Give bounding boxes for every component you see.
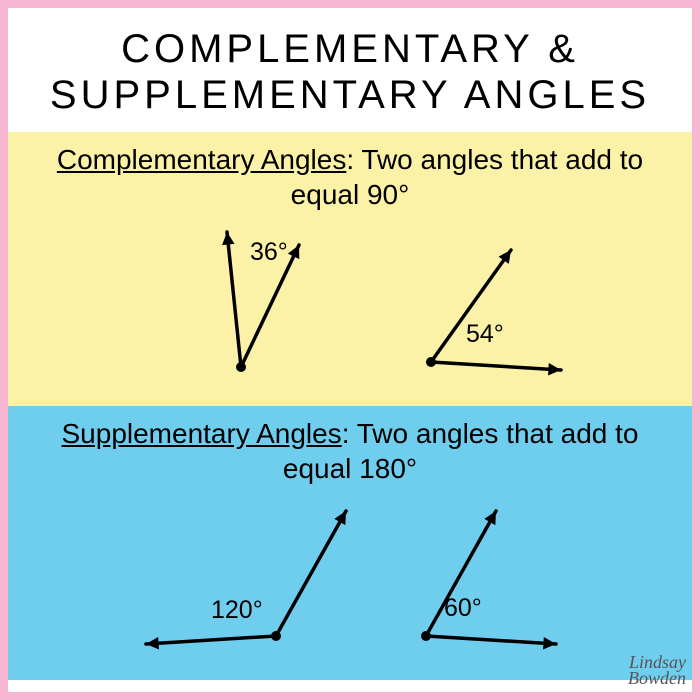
watermark-line2: Bowden bbox=[628, 670, 686, 686]
supplementary-angle-2 bbox=[26, 486, 686, 666]
complementary-panel: Complementary Angles: Two angles that ad… bbox=[8, 132, 692, 406]
page-title: COMPLEMENTARY & SUPPLEMENTARY ANGLES bbox=[18, 26, 682, 118]
complementary-diagrams: 36°54° bbox=[26, 212, 674, 382]
supplementary-diagrams: 120°60° bbox=[26, 486, 674, 656]
complementary-definition: Complementary Angles: Two angles that ad… bbox=[26, 142, 674, 212]
title-section: COMPLEMENTARY & SUPPLEMENTARY ANGLES bbox=[8, 8, 692, 132]
complementary-term: Complementary Angles bbox=[57, 144, 346, 175]
infographic-frame: COMPLEMENTARY & SUPPLEMENTARY ANGLES Com… bbox=[0, 0, 700, 700]
complementary-angle-label-2: 54° bbox=[466, 320, 504, 349]
supplementary-definition: Supplementary Angles: Two angles that ad… bbox=[26, 416, 674, 486]
supplementary-panel: Supplementary Angles: Two angles that ad… bbox=[8, 406, 692, 680]
supplementary-angle-label-2: 60° bbox=[444, 594, 482, 623]
watermark: Lindsay Bowden bbox=[628, 654, 686, 686]
complementary-angle-2 bbox=[26, 212, 686, 392]
supplementary-term: Supplementary Angles bbox=[62, 418, 342, 449]
